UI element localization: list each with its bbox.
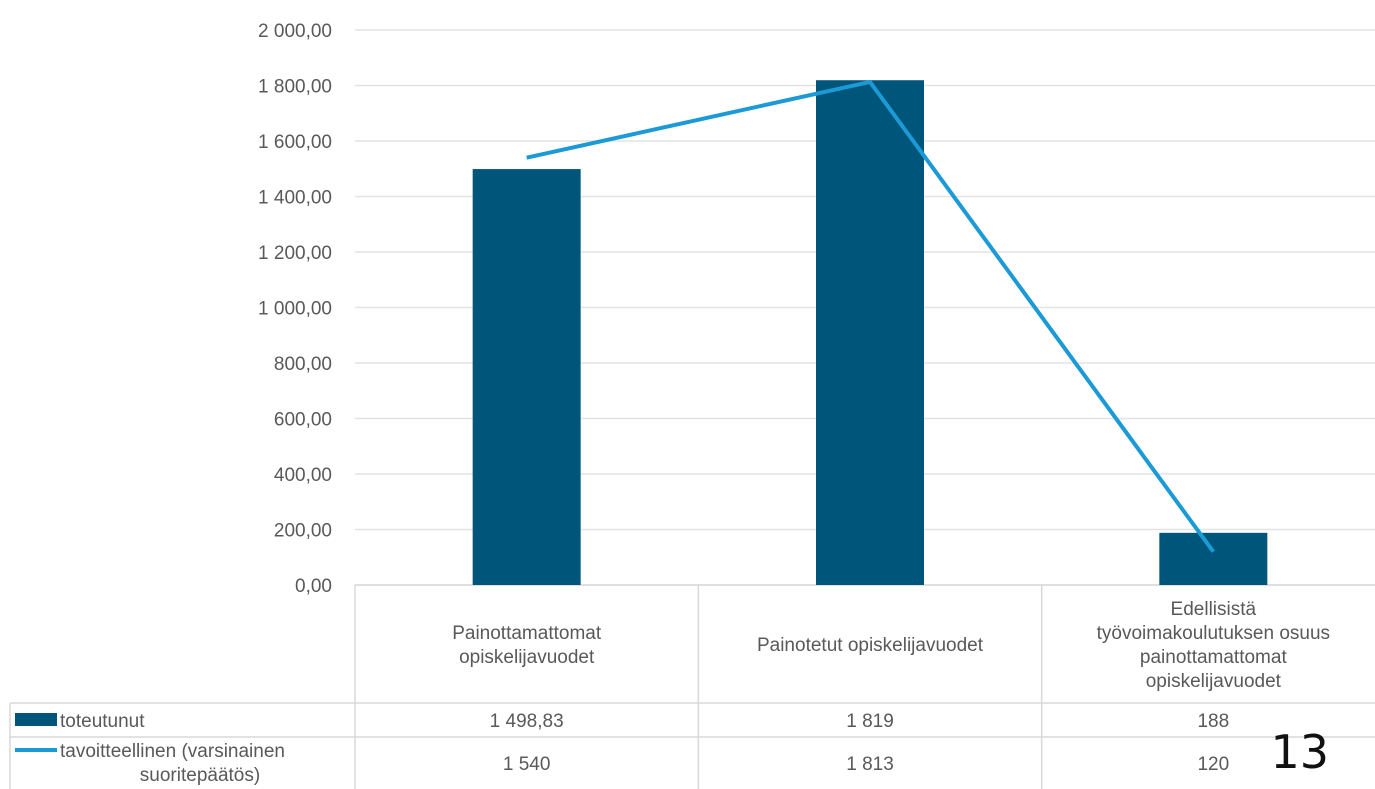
- y-tick-label: 1 800,00: [258, 77, 332, 98]
- line-series: [526, 79, 1215, 553]
- page-number: 13: [1270, 725, 1329, 779]
- y-tick-label: 2 000,00: [258, 21, 332, 42]
- legend-label: suoritepäätös): [140, 765, 260, 786]
- y-tick-label: 600,00: [274, 410, 332, 431]
- legend-key-bar: [15, 713, 57, 726]
- bar: [816, 80, 924, 585]
- data-table-value: 1 540: [503, 754, 551, 775]
- y-axis-ticks: 0,00 200,00 400,00 600,00 800,00 1 000,00 1 20…: [258, 21, 332, 597]
- data-table-value: 1 819: [846, 711, 894, 732]
- y-tick-label: 1 400,00: [258, 188, 332, 209]
- category-label: opiskelijavuodet: [459, 647, 595, 668]
- category-label: Edellisistä: [1171, 599, 1257, 620]
- legend-label: toteutunut: [60, 711, 145, 732]
- y-tick-label: 1 000,00: [258, 299, 332, 320]
- category-label: Painottamattomat: [452, 623, 602, 644]
- y-tick-label: 200,00: [274, 521, 332, 542]
- category-label: opiskelijavuodet: [1146, 671, 1282, 692]
- category-label: Painotetut opiskelijavuodet: [757, 635, 984, 656]
- data-table-text: Painottamattomat opiskelijavuodet Painotet…: [15, 599, 1330, 786]
- y-tick-label: 1 600,00: [258, 132, 332, 153]
- category-label: työvoimakoulutuksen osuus: [1097, 623, 1330, 644]
- bar: [472, 169, 581, 585]
- y-tick-label: 800,00: [274, 354, 332, 375]
- data-table-value: 120: [1197, 754, 1229, 775]
- y-tick-label: 0,00: [295, 576, 332, 597]
- y-tick-label: 1 200,00: [258, 243, 332, 264]
- data-table-value: 188: [1197, 711, 1229, 732]
- y-tick-label: 400,00: [274, 465, 332, 486]
- bar-series: [472, 80, 1268, 585]
- category-label: painottamattomat: [1140, 647, 1288, 668]
- data-table-value: 1 813: [846, 754, 894, 775]
- bar: [1159, 532, 1268, 585]
- target-line: [526, 79, 1215, 553]
- legend-label: tavoitteellinen (varsinainen: [60, 741, 285, 762]
- data-table-value: 1 498,83: [490, 711, 564, 732]
